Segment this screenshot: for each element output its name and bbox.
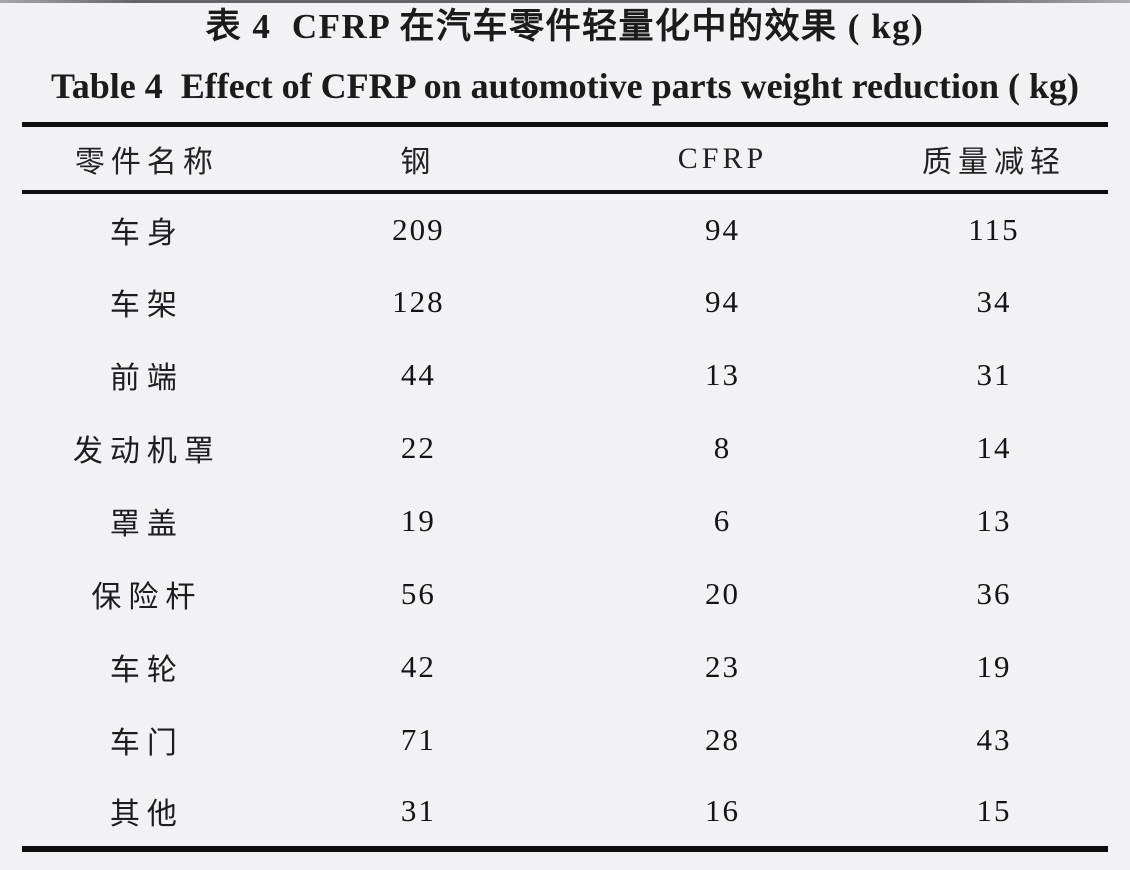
table-row: 发动机罩 22 8 14 xyxy=(22,411,1108,484)
column-header-reduction: 质量减轻 xyxy=(921,145,1066,179)
steel-value-cell: 44 xyxy=(400,356,436,392)
reduction-value-cell: 36 xyxy=(976,575,1012,611)
part-name-cell: 车架 xyxy=(109,288,184,322)
steel-value-cell: 128 xyxy=(392,283,445,319)
cfrp-value-cell: 6 xyxy=(713,502,732,538)
steel-value-cell: 19 xyxy=(400,502,436,538)
part-name-cell: 车身 xyxy=(109,216,184,250)
part-name-cell: 其他 xyxy=(109,798,184,832)
cfrp-value-cell: 28 xyxy=(704,721,740,757)
table-body: 车身 209 94 115 车架 128 94 34 前端 44 13 31 发动机罩 22 8 14 罩盖 19… xyxy=(22,192,1108,849)
reduction-value-cell: 13 xyxy=(976,502,1012,538)
table-row: 前端 44 13 31 xyxy=(22,338,1108,411)
cfrp-value-cell: 23 xyxy=(704,648,740,684)
table-row: 车架 128 94 34 xyxy=(22,265,1108,338)
part-name-cell: 车轮 xyxy=(109,653,184,687)
steel-value-cell: 56 xyxy=(400,575,436,611)
reduction-value-cell: 34 xyxy=(976,283,1012,319)
table-container: 零件名称 钢 CFRP 质量减轻 车身 209 94 115 车架 128 94 34 前端 44 13 3… xyxy=(22,121,1108,853)
column-header-steel: 钢 xyxy=(400,145,437,179)
steel-value-cell: 209 xyxy=(392,211,445,247)
reduction-value-cell: 115 xyxy=(968,211,1020,247)
reduction-value-cell: 19 xyxy=(976,648,1012,684)
part-name-cell: 罩盖 xyxy=(109,507,184,541)
steel-value-cell: 31 xyxy=(400,793,436,829)
part-name-cell: 车门 xyxy=(109,726,184,760)
table-header-row: 零件名称 钢 CFRP 质量减轻 xyxy=(22,124,1108,193)
table-row: 保险杆 56 20 36 xyxy=(22,557,1108,630)
table-row: 车身 209 94 115 xyxy=(22,192,1108,265)
cfrp-value-cell: 94 xyxy=(704,283,740,319)
table-header: 零件名称 钢 CFRP 质量减轻 xyxy=(22,124,1108,193)
column-header-cfrp: CFRP xyxy=(677,141,768,175)
cfrp-value-cell: 16 xyxy=(704,793,740,829)
table-row: 车门 71 28 43 xyxy=(22,703,1108,776)
steel-value-cell: 22 xyxy=(400,429,436,465)
cfrp-value-cell: 8 xyxy=(713,429,732,465)
table-caption-en: Table 4 Effect of CFRP on automotive par… xyxy=(51,65,1079,106)
part-name-cell: 前端 xyxy=(109,361,184,395)
steel-value-cell: 71 xyxy=(400,721,436,757)
steel-value-cell: 42 xyxy=(400,648,436,684)
table-row: 罩盖 19 6 13 xyxy=(22,484,1108,557)
table-row: 车轮 42 23 19 xyxy=(22,630,1108,703)
reduction-value-cell: 31 xyxy=(976,356,1012,392)
cfrp-value-cell: 94 xyxy=(704,211,740,247)
part-name-cell: 保险杆 xyxy=(91,580,203,614)
table-row: 其他 31 16 15 xyxy=(22,776,1108,849)
reduction-value-cell: 43 xyxy=(976,721,1012,757)
cfrp-value-cell: 13 xyxy=(704,356,740,392)
cfrp-weight-reduction-table: 零件名称 钢 CFRP 质量减轻 车身 209 94 115 车架 128 94 34 前端 44 13 3… xyxy=(22,121,1108,853)
reduction-value-cell: 15 xyxy=(976,793,1012,829)
part-name-cell: 发动机罩 xyxy=(72,434,221,468)
screenshot-top-edge-artifact xyxy=(0,0,1130,3)
reduction-value-cell: 14 xyxy=(976,429,1012,465)
table-caption-zh: 表 4 CFRP 在汽车零件轻量化中的效果 ( kg) xyxy=(205,7,925,46)
column-header-part: 零件名称 xyxy=(74,145,219,179)
cfrp-value-cell: 20 xyxy=(704,575,740,611)
